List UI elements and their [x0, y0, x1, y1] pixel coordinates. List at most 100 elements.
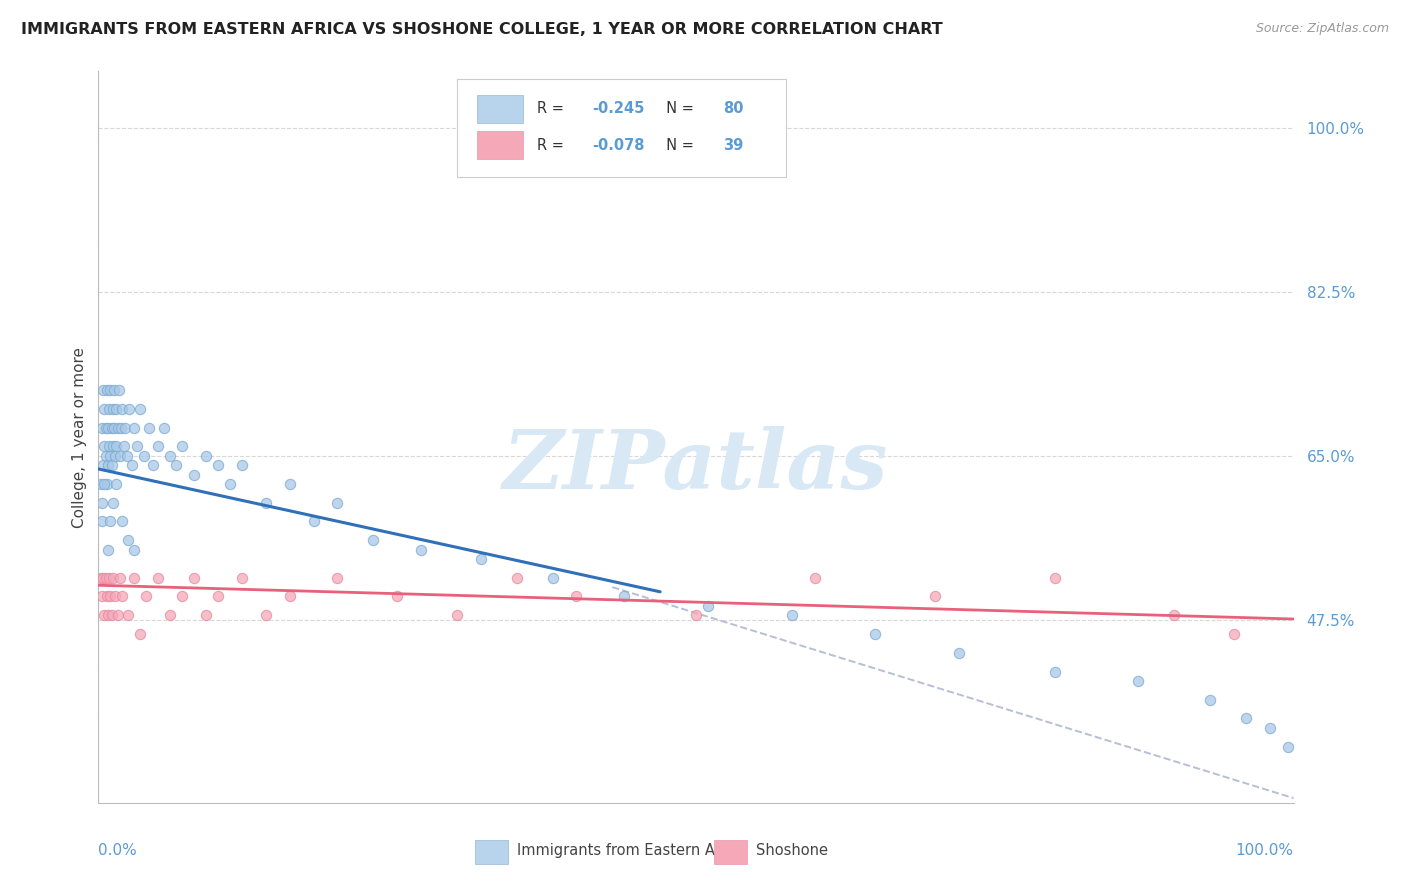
- Point: [278, 590, 301, 604]
- Point: [110, 420, 132, 434]
- Text: -0.078: -0.078: [592, 137, 644, 153]
- Point: [96, 383, 118, 397]
- Point: [94, 571, 117, 585]
- Point: [172, 590, 194, 604]
- Point: [96, 477, 118, 491]
- Point: [118, 401, 141, 416]
- Point: [254, 608, 277, 623]
- Point: [121, 458, 143, 473]
- Text: -0.245: -0.245: [592, 101, 644, 116]
- Point: [103, 383, 125, 397]
- Text: 100.0%: 100.0%: [1236, 843, 1294, 858]
- Point: [138, 420, 160, 434]
- Point: [124, 571, 146, 585]
- Point: [93, 477, 115, 491]
- Point: [129, 401, 152, 416]
- Point: [94, 449, 117, 463]
- Point: [100, 608, 122, 623]
- Point: [105, 477, 128, 491]
- Point: [98, 449, 122, 463]
- Point: [94, 420, 117, 434]
- Text: Source: ZipAtlas.com: Source: ZipAtlas.com: [1256, 22, 1389, 36]
- Point: [105, 401, 128, 416]
- Point: [219, 477, 242, 491]
- Point: [129, 627, 152, 641]
- Point: [108, 449, 131, 463]
- Point: [98, 515, 122, 529]
- Point: [326, 571, 349, 585]
- Point: [148, 440, 170, 454]
- Point: [685, 608, 707, 623]
- Point: [101, 440, 124, 454]
- Text: IMMIGRANTS FROM EASTERN AFRICA VS SHOSHONE COLLEGE, 1 YEAR OR MORE CORRELATION C: IMMIGRANTS FROM EASTERN AFRICA VS SHOSHO…: [21, 22, 943, 37]
- Text: 39: 39: [724, 137, 744, 153]
- Point: [1277, 739, 1299, 754]
- Point: [948, 646, 970, 660]
- Point: [97, 420, 120, 434]
- Point: [97, 458, 120, 473]
- Point: [98, 571, 121, 585]
- Point: [1223, 627, 1246, 641]
- Bar: [477, 95, 523, 122]
- Point: [91, 383, 114, 397]
- Text: 0.0%: 0.0%: [98, 843, 138, 858]
- Point: [98, 590, 122, 604]
- Point: [101, 401, 124, 416]
- Point: [96, 590, 118, 604]
- Point: [101, 571, 124, 585]
- Point: [697, 599, 720, 613]
- Text: R =: R =: [537, 137, 568, 153]
- Point: [114, 420, 136, 434]
- Point: [1128, 673, 1150, 688]
- Point: [91, 420, 114, 434]
- Point: [231, 571, 253, 585]
- Point: [207, 590, 229, 604]
- Point: [1163, 608, 1185, 623]
- Point: [446, 608, 468, 623]
- Point: [195, 449, 218, 463]
- Point: [565, 590, 588, 604]
- Point: [97, 542, 120, 557]
- FancyBboxPatch shape: [457, 78, 786, 178]
- Point: [613, 590, 636, 604]
- Point: [93, 608, 115, 623]
- Point: [107, 608, 129, 623]
- Point: [326, 496, 349, 510]
- Point: [124, 542, 146, 557]
- Point: [124, 420, 146, 434]
- Point: [132, 449, 155, 463]
- Point: [195, 608, 218, 623]
- Point: [1199, 692, 1222, 706]
- Point: [108, 571, 131, 585]
- Point: [117, 608, 139, 623]
- Point: [100, 420, 122, 434]
- Point: [104, 590, 127, 604]
- Point: [159, 608, 181, 623]
- Point: [183, 467, 205, 482]
- Point: [91, 590, 114, 604]
- Point: [104, 449, 127, 463]
- Point: [183, 571, 205, 585]
- Point: [111, 401, 134, 416]
- Point: [385, 590, 409, 604]
- Point: [112, 440, 135, 454]
- Point: [302, 515, 325, 529]
- Text: N =: N =: [657, 101, 697, 116]
- Point: [90, 477, 112, 491]
- Text: 80: 80: [724, 101, 744, 116]
- Point: [165, 458, 187, 473]
- Text: ZIPatlas: ZIPatlas: [503, 426, 889, 507]
- Point: [865, 627, 887, 641]
- Point: [142, 458, 165, 473]
- Point: [91, 571, 114, 585]
- Point: [780, 608, 803, 623]
- Point: [470, 552, 492, 566]
- Point: [924, 590, 946, 604]
- Point: [153, 420, 176, 434]
- Point: [135, 590, 157, 604]
- Bar: [477, 131, 523, 159]
- Point: [148, 571, 170, 585]
- Point: [100, 458, 122, 473]
- Point: [231, 458, 253, 473]
- Point: [115, 449, 138, 463]
